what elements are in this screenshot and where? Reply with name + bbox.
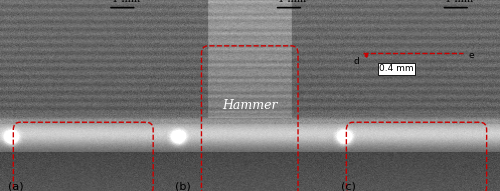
- Text: 1 mm: 1 mm: [278, 0, 306, 4]
- Text: (a): (a): [8, 181, 24, 191]
- Text: 0.4 mm: 0.4 mm: [379, 64, 414, 73]
- Text: e: e: [468, 51, 474, 60]
- Text: (b): (b): [175, 181, 190, 191]
- Text: d: d: [354, 57, 360, 66]
- Text: (c): (c): [342, 181, 356, 191]
- Text: 1 mm: 1 mm: [445, 0, 473, 4]
- Text: 1 mm: 1 mm: [112, 0, 140, 4]
- Text: Hammer: Hammer: [222, 99, 278, 112]
